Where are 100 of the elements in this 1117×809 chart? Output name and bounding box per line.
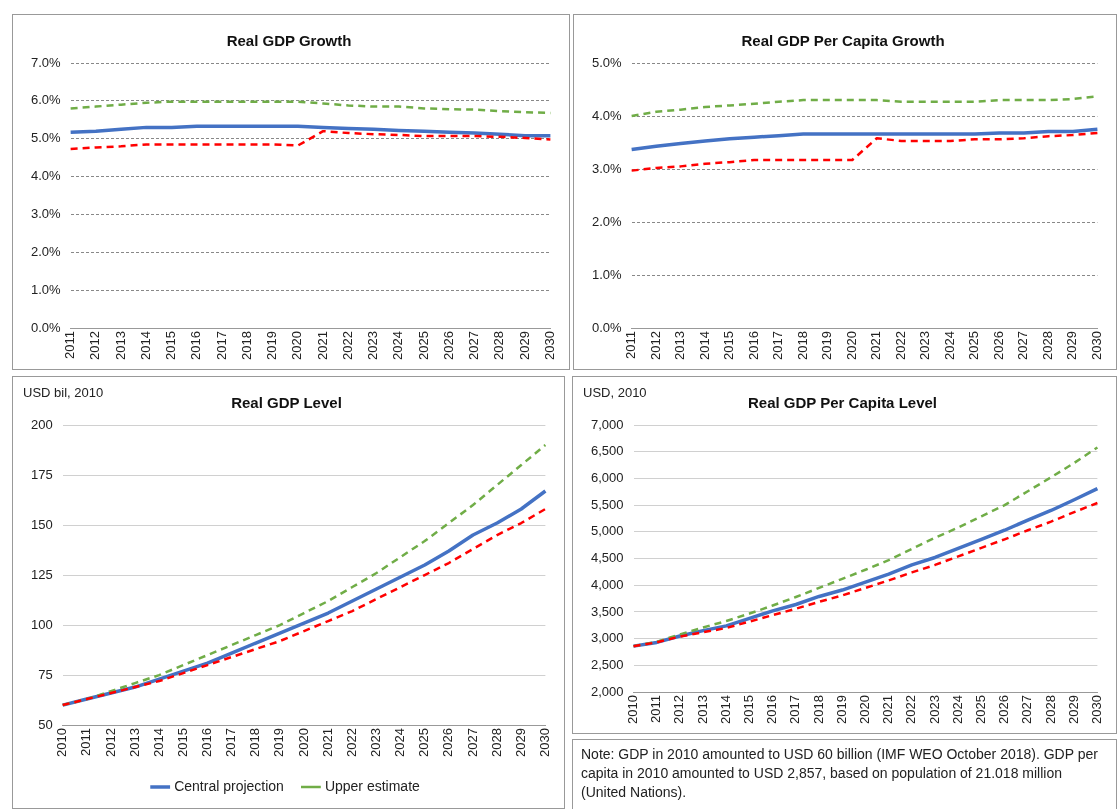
y-tick-label: 200	[30, 416, 53, 432]
y-tick-label: 2.0%	[30, 243, 62, 259]
x-tick-label: 2012	[671, 695, 687, 724]
x-tick-label: 2014	[150, 728, 166, 757]
x-tick-label: 2017	[787, 695, 803, 724]
x-tick-label: 2025	[973, 695, 989, 724]
x-tick-label: 2013	[126, 728, 142, 757]
x-tick-label: 2023	[365, 331, 381, 360]
x-tick-label: 2013	[694, 695, 710, 724]
x-tick-label: 2025	[416, 728, 432, 757]
x-tick-label: 2028	[491, 331, 507, 360]
y-tick-label: 5,000	[590, 523, 624, 539]
line-series	[630, 131, 1099, 172]
x-tick-label: 2017	[213, 331, 229, 360]
y-axis-title: USD, 2010	[583, 385, 647, 401]
y-tick-label: 75	[38, 666, 53, 682]
y-tick-label: 150	[30, 516, 53, 532]
x-tick-label: 2026	[996, 695, 1012, 724]
x-tick-label: 2022	[343, 728, 359, 757]
x-tick-label: 2027	[464, 728, 480, 757]
x-tick-label: 2016	[188, 331, 204, 360]
x-tick-label: 2023	[368, 728, 384, 757]
x-tick-label: 2020	[843, 331, 859, 360]
x-tick-label: 2024	[949, 695, 965, 724]
x-tick-label: 2025	[966, 331, 982, 360]
y-tick-label: 5.0%	[30, 130, 62, 146]
x-tick-label: 2021	[868, 331, 884, 360]
x-tick-label: 2011	[62, 331, 78, 360]
chart-title: Real GDP Per Capita Growth	[741, 32, 945, 50]
x-tick-label: 2013	[112, 331, 128, 360]
chart-title: Real GDP Growth	[226, 32, 352, 50]
x-tick-label: 2014	[696, 331, 712, 360]
y-tick-label: 5,500	[590, 496, 624, 512]
x-tick-label: 2029	[512, 728, 528, 757]
x-tick-label: 2011	[78, 728, 94, 757]
y-tick-label: 4.0%	[30, 168, 62, 184]
x-tick-label: 2020	[295, 728, 311, 757]
x-tick-label: 2016	[199, 728, 215, 757]
text: Note: GDP in 2010 amounted to USD 60 billion (IMF WEO October 2018). GDP per capita in 2010 amounted to USD 2,857, based on population of 21.018 million (United Nations).	[572, 739, 1117, 809]
x-tick-label: 2028	[1042, 695, 1058, 724]
x-tick-label: 2026	[440, 331, 456, 360]
chart-title: Real GDP Level	[231, 394, 342, 412]
x-tick-label: 2015	[721, 331, 737, 360]
y-tick-label: 2.0%	[591, 213, 623, 229]
x-tick-label: 2016	[745, 331, 761, 360]
x-tick-label: 2020	[857, 695, 873, 724]
y-tick-label: 1.0%	[591, 266, 623, 282]
x-tick-label: 2015	[174, 728, 190, 757]
x-tick-label: 2015	[741, 695, 757, 724]
x-tick-label: 2019	[819, 331, 835, 360]
y-tick-label: 0.0%	[30, 319, 62, 335]
y-tick-label: 100	[30, 616, 53, 632]
y-tick-label: 4.0%	[591, 107, 623, 123]
x-tick-label: 2019	[271, 728, 287, 757]
x-tick-label: 2021	[314, 331, 330, 360]
y-tick-label: 175	[30, 466, 53, 482]
x-tick-label: 2029	[1064, 331, 1080, 360]
x-tick-label: 2021	[319, 728, 335, 757]
y-tick-label: 6,500	[590, 443, 624, 459]
x-tick-label: 2017	[770, 331, 786, 360]
chart-title: Real GDP Per Capita Level	[748, 394, 937, 412]
x-tick-label: 2023	[917, 331, 933, 360]
x-tick-label: 2024	[392, 728, 408, 757]
x-tick-label: 2027	[1015, 331, 1031, 360]
x-tick-label: 2019	[264, 331, 280, 360]
y-tick-label: 6.0%	[30, 92, 62, 108]
legend-label: Upper estimate	[324, 777, 421, 794]
x-tick-label: 2010	[54, 728, 70, 757]
x-tick-label: 2028	[1039, 331, 1055, 360]
line-series	[69, 129, 552, 151]
y-tick-label: 4,000	[590, 576, 624, 592]
x-tick-label: 2029	[516, 331, 532, 360]
x-tick-label: 2012	[102, 728, 118, 757]
y-tick-label: 3.0%	[591, 160, 623, 176]
x-tick-label: 2014	[137, 331, 153, 360]
x-tick-label: 2018	[247, 728, 263, 757]
y-tick-label: 3,500	[590, 603, 624, 619]
y-tick-label: 3,000	[590, 630, 624, 646]
x-tick-label: 2024	[390, 331, 406, 360]
x-tick-label: 2017	[223, 728, 239, 757]
x-tick-label: 2022	[892, 331, 908, 360]
y-tick-label: 50	[38, 716, 53, 732]
x-tick-label: 2021	[880, 695, 896, 724]
x-tick-label: 2020	[289, 331, 305, 360]
y-tick-label: 125	[30, 566, 53, 582]
y-tick-label: 5.0%	[591, 54, 623, 70]
x-tick-label: 2030	[536, 728, 552, 757]
y-tick-label: 1.0%	[30, 281, 62, 297]
x-tick-label: 2027	[1019, 695, 1035, 724]
y-tick-label: 6,000	[590, 469, 624, 485]
x-tick-label: 2012	[87, 331, 103, 360]
x-tick-label: 2022	[903, 695, 919, 724]
x-tick-label: 2018	[794, 331, 810, 360]
x-tick-label: 2013	[672, 331, 688, 360]
x-tick-label: 2016	[764, 695, 780, 724]
y-tick-label: 2,000	[590, 683, 624, 699]
x-tick-label: 2015	[163, 331, 179, 360]
x-tick-label: 2028	[488, 728, 504, 757]
x-tick-label: 2011	[648, 695, 664, 724]
x-tick-label: 2010	[625, 695, 641, 724]
